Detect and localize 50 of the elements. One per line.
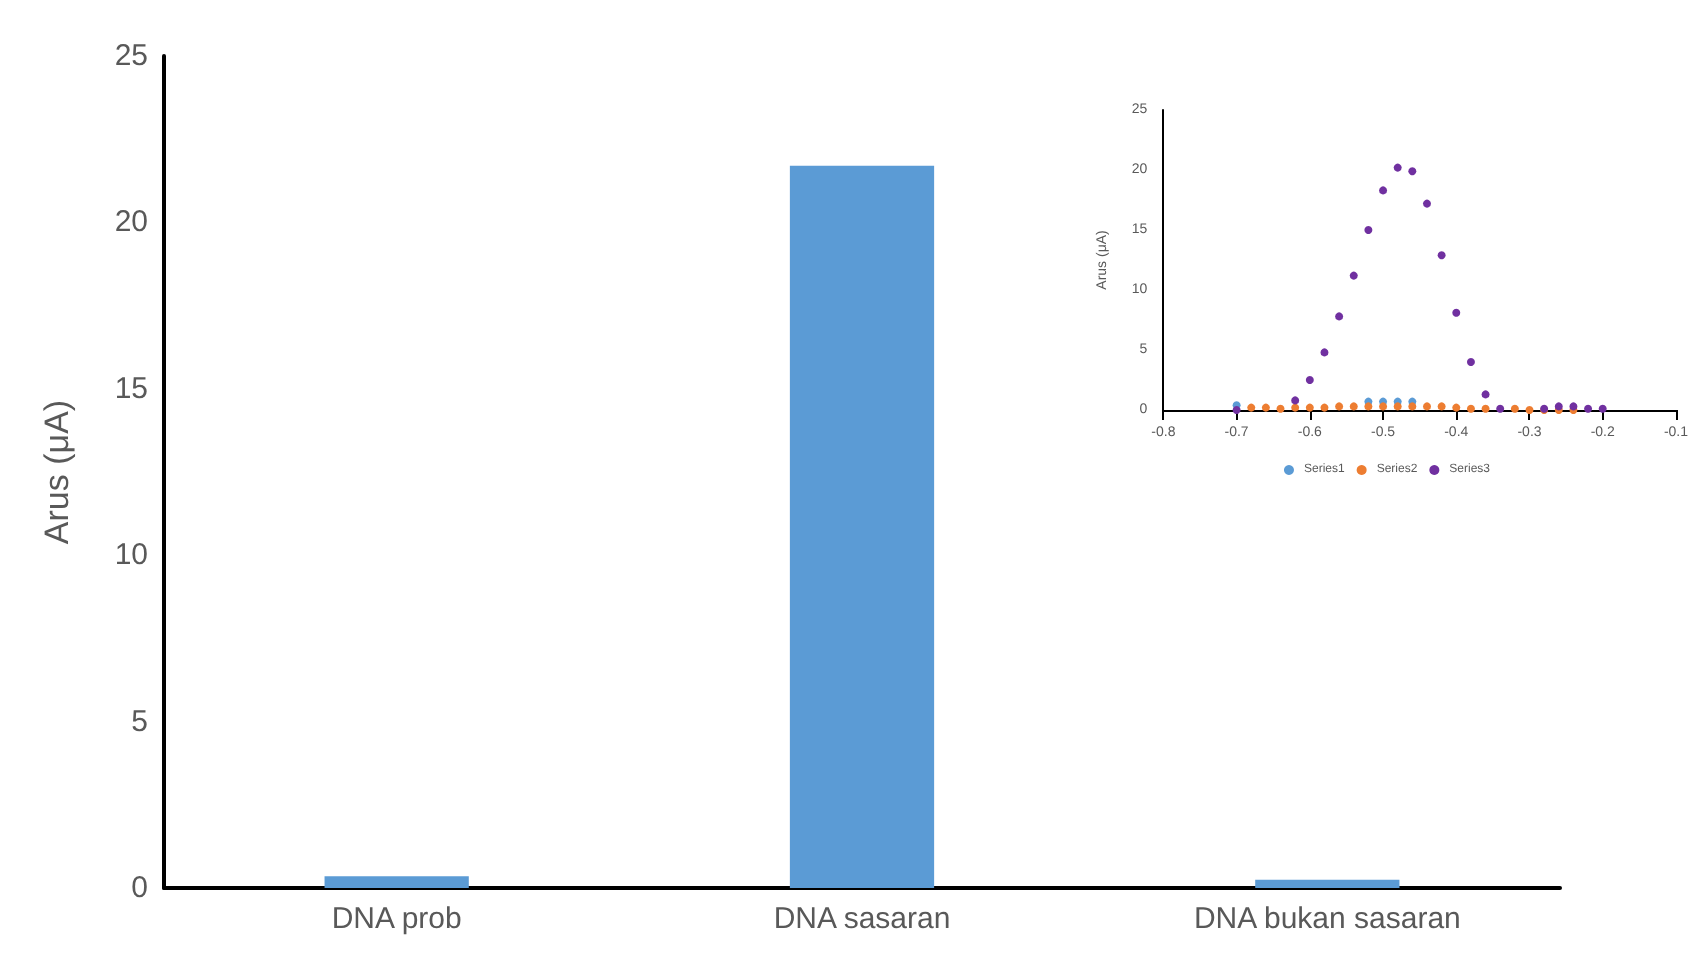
bar bbox=[324, 876, 469, 888]
bar bbox=[1255, 879, 1400, 888]
x-tick-label: DNA prob bbox=[331, 902, 462, 936]
point bbox=[1466, 358, 1475, 366]
point bbox=[1305, 376, 1314, 384]
y-axis-title: Arus (μA) bbox=[38, 399, 76, 545]
y-tick-label: 15 bbox=[114, 371, 148, 406]
point bbox=[1379, 186, 1388, 195]
point bbox=[1393, 402, 1402, 411]
y-tick-label: 10 bbox=[114, 538, 148, 573]
point bbox=[1452, 403, 1461, 412]
point bbox=[1276, 404, 1285, 413]
x-tick-label: DNA bukan sasaran bbox=[1193, 902, 1461, 936]
point bbox=[1437, 251, 1446, 260]
point bbox=[1393, 163, 1402, 172]
point bbox=[1305, 403, 1314, 412]
point bbox=[1452, 308, 1461, 317]
point bbox=[1320, 403, 1329, 412]
y-tick-label: 25 bbox=[114, 39, 148, 73]
y-tick-label: 20 bbox=[114, 205, 148, 240]
point bbox=[1598, 404, 1607, 413]
point bbox=[1437, 402, 1446, 411]
point bbox=[1349, 402, 1358, 411]
bar bbox=[789, 165, 935, 888]
point bbox=[1408, 167, 1417, 176]
point bbox=[1584, 404, 1593, 413]
point bbox=[1261, 403, 1270, 412]
y-tick-label: 5 bbox=[131, 704, 148, 739]
point bbox=[1335, 312, 1344, 321]
point bbox=[1496, 404, 1505, 413]
point bbox=[1408, 402, 1417, 411]
point bbox=[1364, 402, 1373, 411]
point bbox=[1422, 402, 1431, 411]
point bbox=[1481, 390, 1490, 399]
point bbox=[1291, 396, 1300, 405]
point bbox=[1379, 402, 1388, 411]
point bbox=[1364, 226, 1373, 234]
x-tick-label: DNA sasaran bbox=[773, 902, 951, 936]
point bbox=[1466, 404, 1475, 413]
point bbox=[1335, 402, 1344, 411]
point bbox=[1349, 271, 1358, 280]
point bbox=[1481, 404, 1490, 413]
point bbox=[1422, 199, 1431, 208]
point bbox=[1291, 403, 1300, 412]
point bbox=[1525, 406, 1534, 414]
y-tick-label: 0 bbox=[131, 871, 148, 905]
point bbox=[1320, 348, 1329, 357]
point bbox=[1510, 404, 1519, 413]
point bbox=[1247, 403, 1256, 412]
point bbox=[1232, 406, 1241, 414]
